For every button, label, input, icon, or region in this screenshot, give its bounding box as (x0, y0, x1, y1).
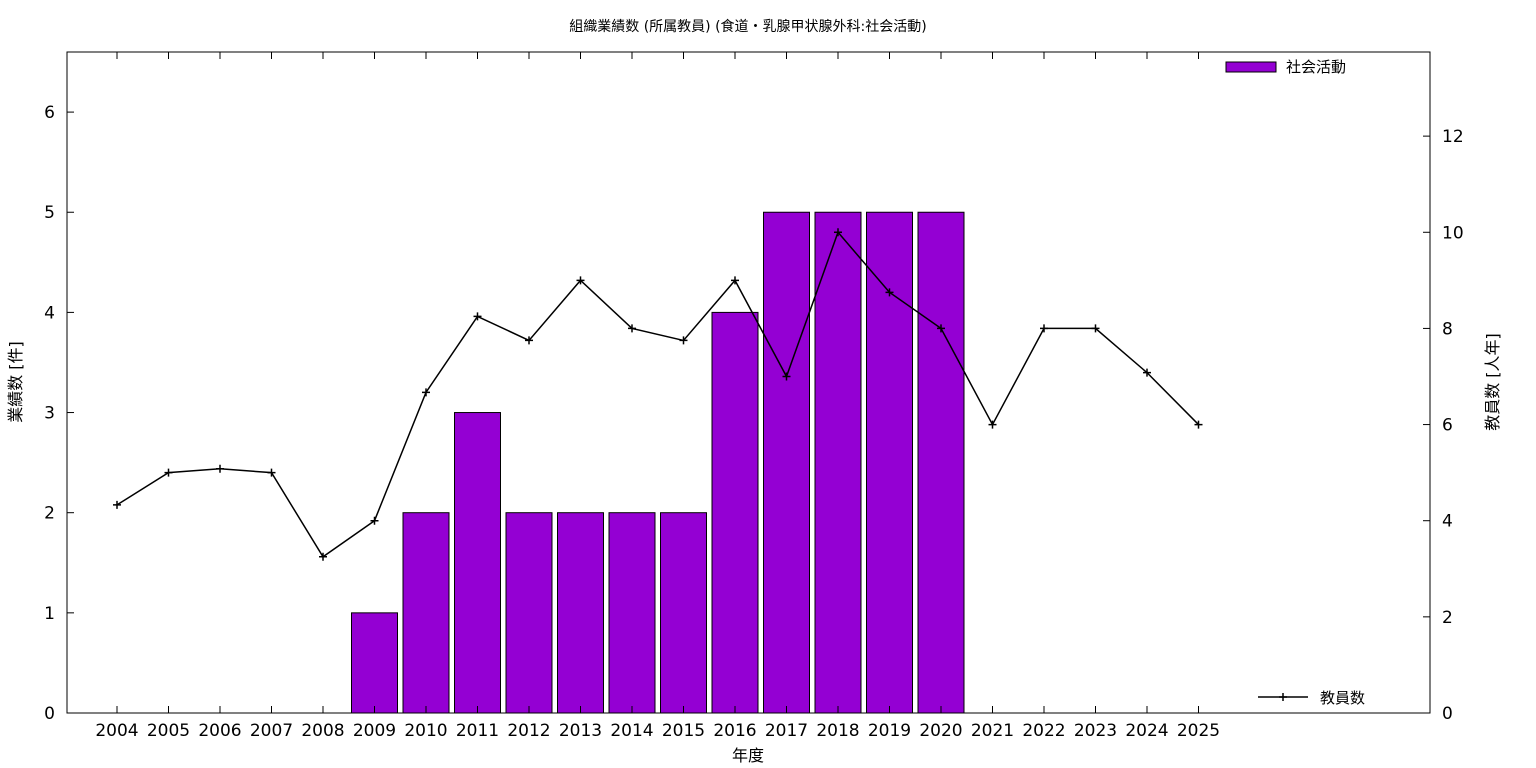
y2-axis-label: 教員数 [人年] (1483, 333, 1502, 431)
line-point-2019 (885, 288, 894, 297)
bar-2019 (866, 211, 913, 714)
x-tick-label: 2022 (1022, 721, 1065, 741)
line-point-2018 (834, 228, 842, 237)
plot-frame (66, 51, 1431, 714)
line-point-2017 (782, 372, 791, 381)
line-point-2007 (267, 468, 276, 477)
y-tick-label: 6 (44, 103, 55, 123)
line-point-2004 (113, 500, 121, 509)
bar-2020 (917, 211, 965, 714)
x-tick-label: 2006 (198, 721, 241, 741)
line-point-2006 (216, 464, 224, 473)
legend-line-entry: 教員数 (1258, 689, 1365, 707)
line-point-2010 (422, 388, 430, 397)
x-tick-label: 2014 (610, 721, 653, 741)
y2-tick-label: 0 (1442, 704, 1453, 724)
legend-bar-swatch (1225, 61, 1277, 73)
bar-2018 (814, 211, 862, 714)
y2-tick-label: 2 (1442, 608, 1453, 628)
x-tick-label: 2017 (765, 721, 808, 741)
line-point-2011 (473, 312, 482, 321)
line-point-2012 (525, 336, 533, 345)
chart-title: 組織業績数 (所属教員) (食道・乳腺甲状腺外科:社会活動) (569, 18, 926, 35)
legend-bar-entry: 社会活動 (1225, 58, 1346, 76)
x-tick-label: 2005 (147, 721, 190, 741)
legend-bar-label: 社会活動 (1286, 58, 1346, 76)
line-point-2023 (1091, 324, 1100, 333)
bar-2009 (351, 612, 398, 714)
line-point-2013 (576, 276, 585, 285)
x-tick-label: 2009 (353, 721, 396, 741)
x-tick-label: 2015 (662, 721, 705, 741)
y2-tick-label: 6 (1442, 416, 1453, 436)
bar-series-group (351, 211, 965, 714)
x-tick-label: 2008 (301, 721, 344, 741)
x-tick-label: 2025 (1177, 721, 1220, 741)
x-tick-label: 2010 (404, 721, 447, 741)
line-point-2025 (1194, 420, 1203, 429)
bar-2011 (454, 412, 501, 714)
line-series (116, 230, 1200, 558)
line-point-2008 (319, 552, 327, 561)
y-tick-label: 5 (44, 203, 55, 223)
legend-line-marker (1279, 693, 1287, 701)
x-tick-label: 2020 (919, 721, 962, 741)
bar-2010 (402, 512, 450, 714)
legend-line-label: 教員数 (1320, 689, 1365, 707)
line-point-2020 (937, 324, 945, 333)
y2-tick-label: 4 (1442, 512, 1453, 532)
bar-2015 (660, 512, 707, 714)
y-tick-label: 3 (44, 404, 55, 424)
line-point-2024 (1143, 368, 1151, 377)
y2-tick-label: 8 (1442, 319, 1453, 339)
x-tick-label: 2018 (816, 721, 859, 741)
line-point-2015 (679, 336, 688, 345)
x-tick-label: 2013 (559, 721, 602, 741)
x-tick-label: 2007 (250, 721, 293, 741)
x-tick-label: 2019 (868, 721, 911, 741)
x-tick-label: 2011 (456, 721, 499, 741)
x-tick-label: 2023 (1074, 721, 1117, 741)
bar-2017 (763, 211, 810, 714)
y2-tick-label: 12 (1442, 127, 1464, 147)
bar-2014 (608, 512, 656, 714)
bar-2016 (711, 311, 759, 714)
y-tick-label: 0 (44, 704, 55, 724)
y-tick-label: 4 (44, 303, 55, 323)
x-axis-label: 年度 (732, 746, 764, 765)
axis-ticks: 2004 2005 2006 2007 2008 2009 2010 2011 2012 2013… (44, 52, 1464, 741)
x-tick-label: 2021 (971, 721, 1014, 741)
bar-2012 (505, 512, 553, 714)
x-tick-label: 2024 (1125, 721, 1168, 741)
line-series-group (113, 228, 1203, 561)
x-tick-label: 2016 (713, 721, 756, 741)
line-point-2005 (164, 468, 173, 477)
line-point-2021 (988, 420, 997, 429)
line-point-2014 (628, 324, 636, 333)
x-tick-label: 2004 (95, 721, 138, 741)
y-axis-label: 業績数 [件] (6, 341, 25, 423)
y2-tick-label: 10 (1442, 223, 1464, 243)
y-tick-label: 1 (44, 604, 55, 624)
y-tick-label: 2 (44, 504, 55, 524)
x-tick-label: 2012 (507, 721, 550, 741)
line-point-2009 (370, 516, 379, 525)
bar-2013 (557, 512, 604, 714)
line-point-2022 (1040, 324, 1048, 333)
line-point-2016 (731, 276, 739, 285)
